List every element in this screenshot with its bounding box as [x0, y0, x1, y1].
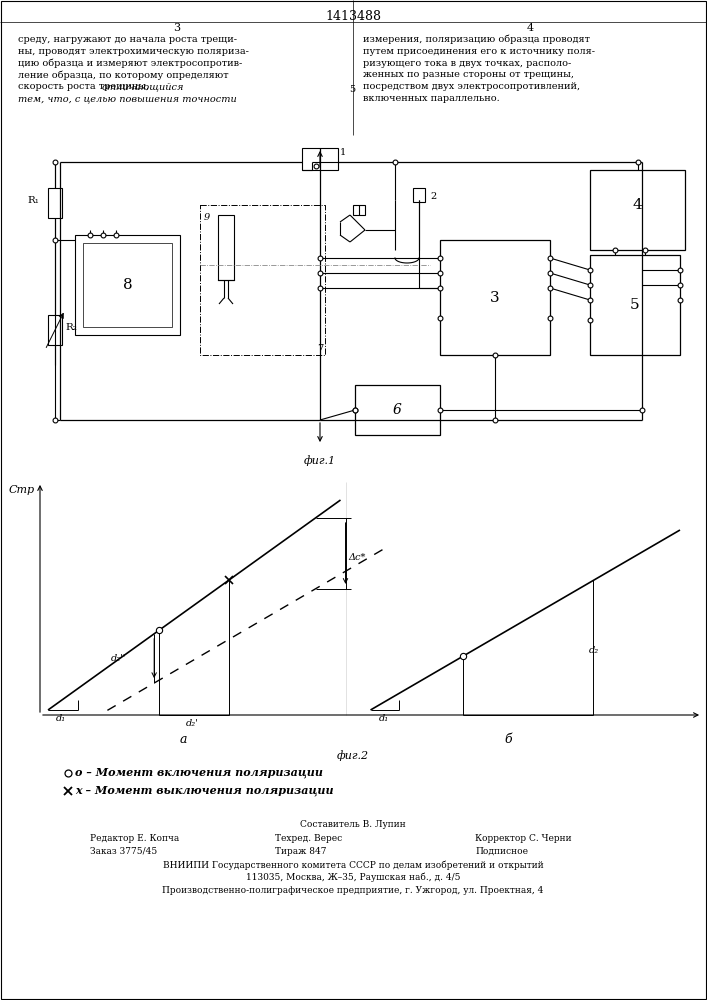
Bar — [413, 188, 425, 202]
Text: Составитель В. Лупин: Составитель В. Лупин — [300, 820, 406, 829]
Bar — [355, 385, 440, 435]
Bar — [218, 215, 234, 280]
Text: R₁: R₁ — [27, 196, 39, 205]
Text: ризующего тока в двух точках, располо-: ризующего тока в двух точках, располо- — [363, 59, 571, 68]
Text: ление образца, по которому определяют: ление образца, по которому определяют — [18, 70, 228, 80]
Text: женных по разные стороны от трещины,: женных по разные стороны от трещины, — [363, 70, 574, 79]
Text: d₂'': d₂'' — [111, 654, 126, 663]
Text: 4: 4 — [633, 198, 643, 212]
Text: тем, что, с целью повышения точности: тем, что, с целью повышения точности — [18, 94, 237, 103]
Text: Δc*: Δc* — [349, 553, 366, 562]
Text: Корректор С. Черни: Корректор С. Черни — [475, 834, 572, 843]
Text: d₁: d₁ — [56, 714, 66, 723]
Text: 9: 9 — [204, 213, 210, 222]
Text: о – Момент включения поляризации: о – Момент включения поляризации — [75, 768, 323, 778]
Text: б: б — [504, 733, 512, 746]
Text: 1413488: 1413488 — [325, 10, 381, 23]
Text: 6: 6 — [393, 403, 402, 417]
Text: среду, нагружают до начала роста трещи-: среду, нагружают до начала роста трещи- — [18, 35, 237, 44]
Text: 2: 2 — [430, 192, 436, 201]
Text: путем присоединения его к источнику поля-: путем присоединения его к источнику поля… — [363, 47, 595, 56]
Text: Тираж 847: Тираж 847 — [275, 847, 327, 856]
Text: а: а — [180, 733, 187, 746]
Text: 4: 4 — [527, 23, 534, 33]
Text: 8: 8 — [123, 278, 132, 292]
Bar — [48, 188, 62, 218]
Text: 5: 5 — [349, 85, 355, 94]
Text: посредством двух электросопротивлений,: посредством двух электросопротивлений, — [363, 82, 580, 91]
Text: 1: 1 — [340, 148, 346, 157]
Text: 5: 5 — [630, 298, 640, 312]
Text: х – Момент выключения поляризации: х – Момент выключения поляризации — [75, 786, 334, 796]
Text: Редактор Е. Копча: Редактор Е. Копча — [90, 834, 180, 843]
Text: скорость роста трещины,: скорость роста трещины, — [18, 82, 152, 91]
Bar — [75, 235, 180, 335]
Text: включенных параллельно.: включенных параллельно. — [363, 94, 500, 103]
Text: измерения, поляризацию образца проводят: измерения, поляризацию образца проводят — [363, 35, 590, 44]
Text: Техред. Верес: Техред. Верес — [275, 834, 342, 843]
Text: 7: 7 — [317, 344, 323, 353]
Text: Заказ 3775/45: Заказ 3775/45 — [90, 847, 157, 856]
Text: ВНИИПИ Государственного комитета СССР по делам изобретений и открытий: ВНИИПИ Государственного комитета СССР по… — [163, 860, 544, 869]
Text: Производственно-полиграфическое предприятие, г. Ужгород, ул. Проектная, 4: Производственно-полиграфическое предприя… — [163, 886, 544, 895]
Bar — [440, 240, 550, 355]
Text: 3: 3 — [490, 290, 500, 304]
Text: Подписное: Подписное — [475, 847, 528, 856]
Bar — [48, 315, 62, 345]
Bar — [353, 205, 365, 215]
Text: отличающийся: отличающийся — [102, 82, 185, 91]
Text: Стр: Стр — [9, 485, 35, 495]
Text: d₂: d₂ — [588, 646, 598, 655]
Bar — [83, 243, 172, 327]
Text: 3: 3 — [173, 23, 180, 33]
Text: d₁: d₁ — [378, 714, 389, 723]
Text: цию образца и измеряют электросопротив-: цию образца и измеряют электросопротив- — [18, 59, 243, 68]
Text: R₂: R₂ — [65, 323, 77, 332]
Bar — [302, 148, 338, 170]
Text: d₂': d₂' — [186, 719, 199, 728]
Bar — [590, 170, 685, 250]
Bar — [590, 255, 680, 355]
Text: 113035, Москва, Ж–35, Раушская наб., д. 4/5: 113035, Москва, Ж–35, Раушская наб., д. … — [246, 873, 460, 882]
Text: ны, проводят электрохимическую поляриза-: ны, проводят электрохимическую поляриза- — [18, 47, 249, 56]
Text: фиг.1: фиг.1 — [304, 455, 336, 466]
Text: фиг.2: фиг.2 — [337, 750, 369, 761]
Bar — [200, 205, 325, 355]
